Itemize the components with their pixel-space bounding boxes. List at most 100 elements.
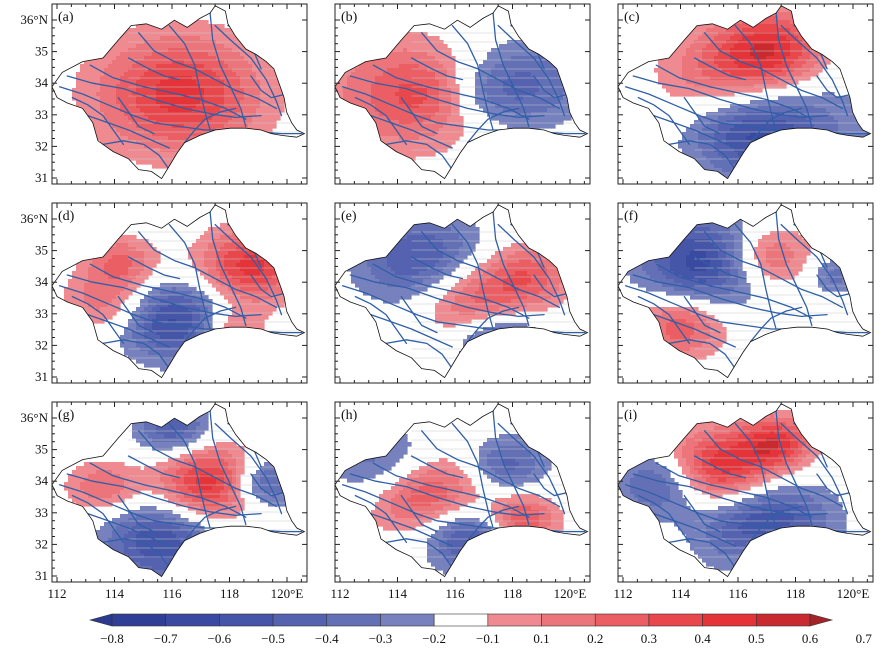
field-cell — [846, 100, 851, 105]
field-cell — [539, 100, 544, 105]
field-cell — [415, 84, 420, 89]
field-cell — [694, 40, 699, 45]
field-cell — [754, 8, 759, 13]
field-cell — [826, 136, 831, 141]
field-cell — [399, 116, 404, 121]
field-cell — [431, 152, 436, 157]
field-cell — [84, 116, 89, 121]
field-cell — [786, 152, 791, 157]
field-cell — [750, 80, 755, 85]
field-cell — [132, 132, 137, 137]
field-cell — [770, 108, 775, 113]
field-cell — [798, 24, 803, 29]
field-cell — [734, 52, 739, 57]
field-cell — [228, 88, 233, 93]
field-cell — [583, 96, 588, 101]
field-cell — [399, 132, 404, 137]
field-cell — [531, 124, 536, 129]
field-cell — [224, 124, 229, 129]
field-cell — [343, 120, 348, 125]
field-cell — [706, 176, 711, 179]
field-cell — [88, 108, 93, 113]
field-cell — [726, 160, 731, 165]
field-cell — [531, 80, 536, 85]
field-cell — [710, 164, 715, 169]
field-cell — [248, 68, 253, 73]
field-cell — [862, 140, 867, 145]
field-cell — [228, 136, 233, 141]
field-cell — [140, 124, 145, 129]
field-cell — [698, 72, 703, 77]
field-cell — [124, 48, 129, 53]
field-cell — [244, 219, 249, 224]
field-cell — [491, 52, 496, 57]
field-cell — [244, 104, 249, 109]
field-cell — [180, 32, 185, 37]
field-cell — [830, 40, 835, 45]
field-cell — [136, 60, 141, 65]
field-cell — [347, 72, 352, 77]
field-cell — [100, 48, 105, 53]
field-cell — [379, 116, 384, 121]
field-cell — [447, 96, 452, 101]
field-cell — [252, 44, 257, 49]
field-cell — [268, 88, 273, 93]
field-cell — [148, 72, 153, 77]
field-cell — [184, 92, 189, 97]
field-cell — [156, 124, 161, 129]
field-cell — [702, 80, 707, 85]
field-cell — [830, 24, 835, 29]
field-cell — [220, 84, 225, 89]
field-cell — [411, 96, 416, 101]
field-cell — [216, 60, 221, 65]
field-cell — [443, 48, 448, 53]
field-cell — [112, 112, 117, 117]
field-cell — [156, 160, 161, 165]
field-cell — [790, 140, 795, 145]
field-cell — [359, 64, 364, 69]
field-cell — [204, 32, 209, 37]
field-cell — [475, 92, 480, 97]
field-cell — [108, 96, 113, 101]
field-cell — [730, 104, 735, 109]
field-cell — [439, 44, 444, 49]
field-cell — [208, 84, 213, 89]
field-cell — [722, 68, 727, 73]
field-cell — [698, 76, 703, 81]
field-cell — [387, 104, 392, 109]
field-cell — [411, 100, 416, 105]
field-cell — [682, 156, 687, 161]
field-cell — [192, 140, 197, 145]
field-cell — [208, 28, 213, 33]
field-cell — [168, 104, 173, 109]
field-cell — [164, 140, 169, 145]
field-cell — [180, 24, 185, 29]
field-cell — [96, 48, 101, 53]
field-cell — [766, 84, 771, 89]
field-cell — [156, 156, 161, 161]
field-cell — [415, 120, 420, 125]
field-cell — [399, 100, 404, 105]
field-cell — [224, 72, 229, 77]
field-cell — [726, 116, 731, 121]
field-cell — [188, 120, 193, 125]
field-cell — [92, 92, 97, 97]
field-cell — [718, 128, 723, 133]
field-cell — [770, 48, 775, 53]
field-cell — [443, 124, 448, 129]
field-cell — [363, 124, 368, 129]
field-cell — [427, 120, 432, 125]
field-cell — [806, 164, 811, 169]
field-cell — [339, 56, 344, 61]
field-cell — [252, 72, 257, 77]
field-cell — [116, 148, 121, 153]
field-cell — [750, 36, 755, 41]
field-cell — [483, 72, 488, 77]
field-cell — [415, 88, 420, 93]
field-cell — [535, 76, 540, 81]
field-cell — [240, 219, 245, 224]
field-cell — [778, 72, 783, 77]
field-cell — [84, 76, 89, 81]
field-cell — [670, 40, 675, 45]
field-cell — [391, 108, 396, 113]
